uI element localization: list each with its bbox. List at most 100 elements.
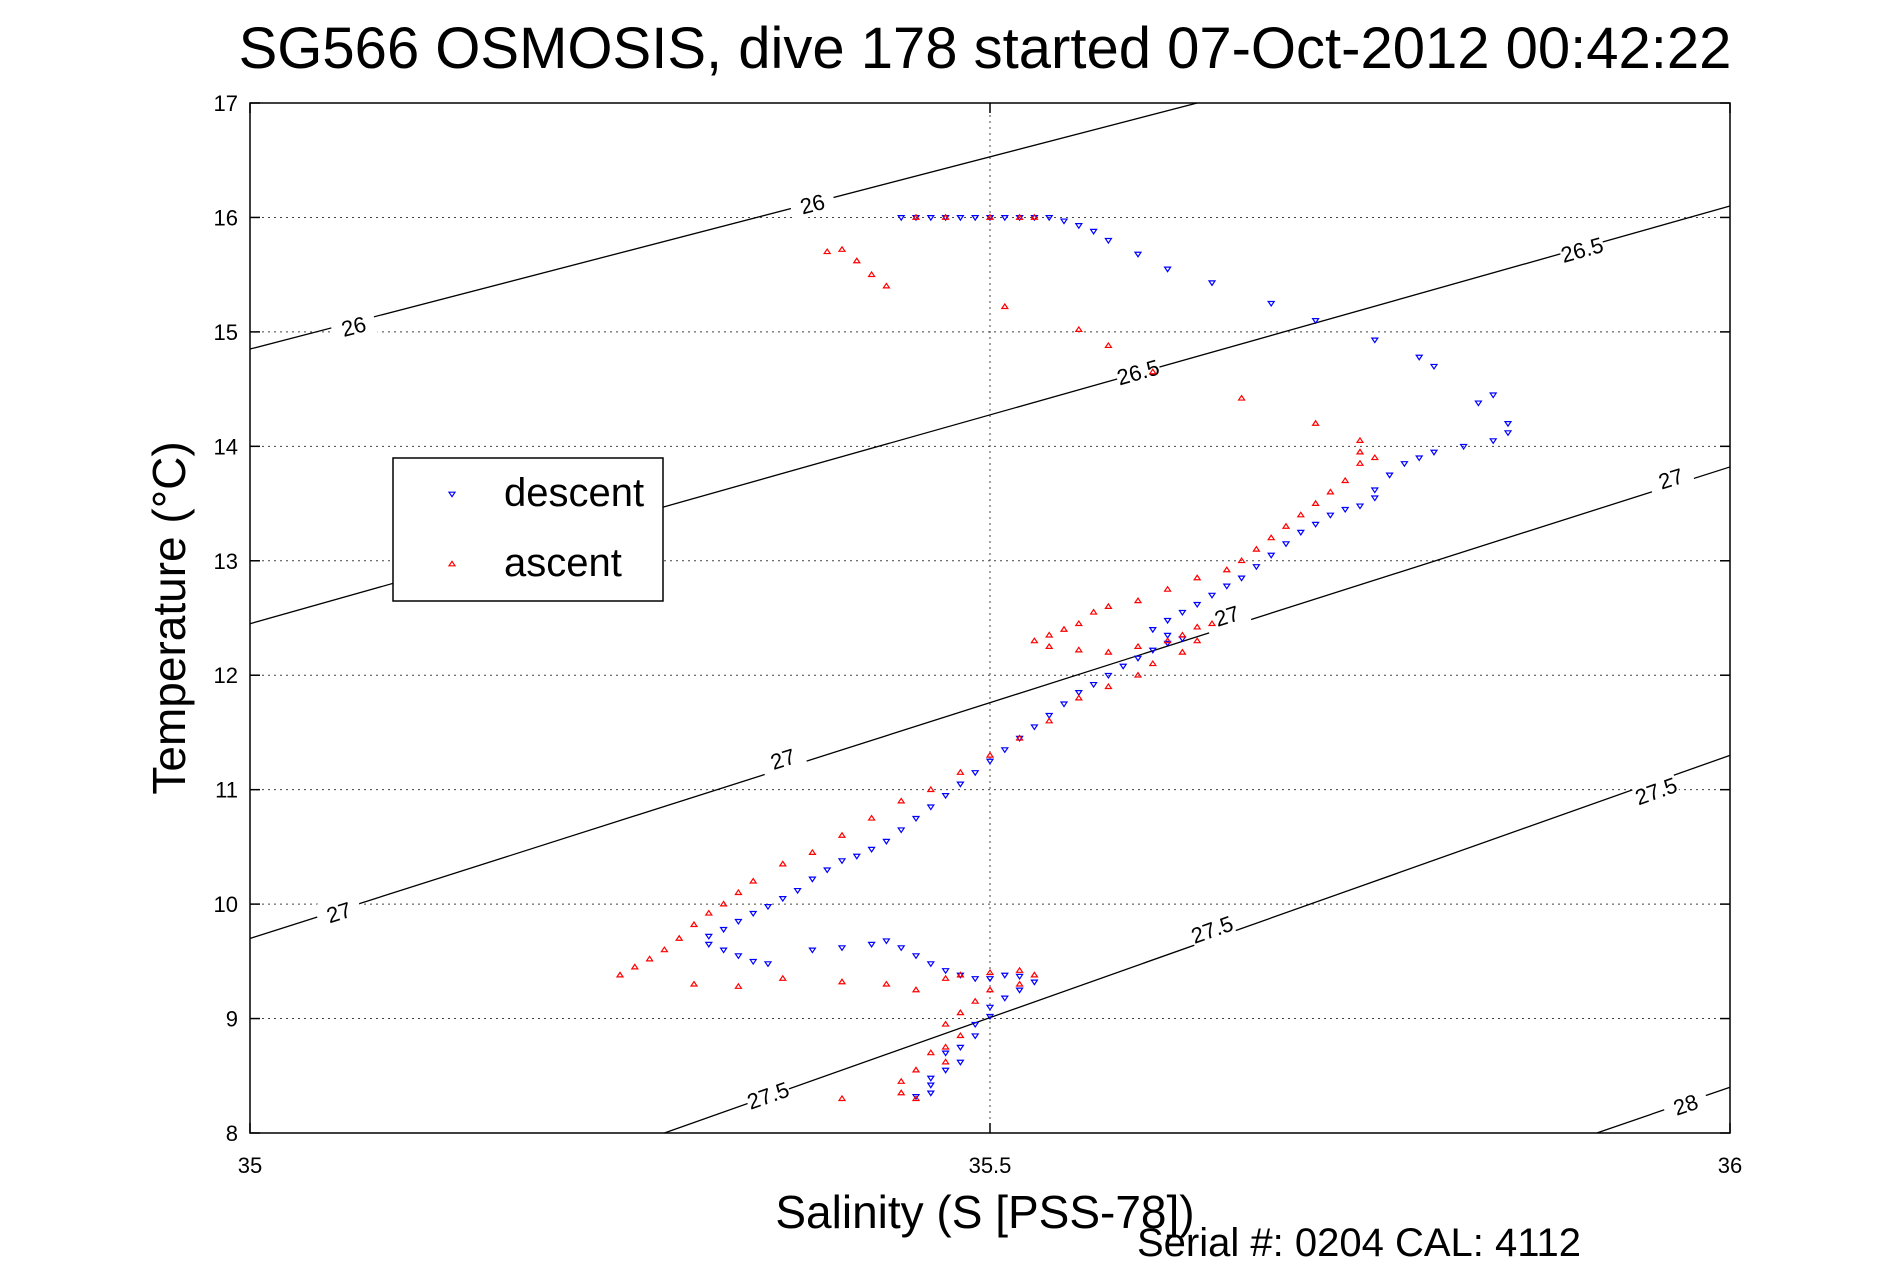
ascent-point xyxy=(1355,448,1365,455)
ascent-point xyxy=(1178,631,1187,638)
descent-point xyxy=(808,876,817,883)
footer-text: Serial #: 0204 CAL: 4112 xyxy=(1137,1221,1581,1262)
ascent-point xyxy=(956,768,965,775)
ascent-point xyxy=(985,968,995,976)
descent-point xyxy=(1015,973,1024,980)
ascent-point xyxy=(926,1049,935,1056)
ascent-point xyxy=(1015,966,1024,973)
ascent-point xyxy=(1193,623,1202,630)
ascent-point xyxy=(1074,646,1083,653)
contour-label-bg xyxy=(757,738,808,777)
ascent-point xyxy=(1281,522,1291,529)
y-tick-label: 10 xyxy=(214,892,238,917)
descent-point xyxy=(897,215,906,222)
descent-point xyxy=(1267,300,1276,308)
descent-point xyxy=(719,926,728,934)
descent-point xyxy=(719,947,728,954)
descent-point xyxy=(1207,592,1217,599)
descent-point xyxy=(911,953,921,960)
descent-point xyxy=(971,976,980,983)
descent-point xyxy=(956,215,965,222)
ascent-point xyxy=(1193,637,1202,644)
series-ascent xyxy=(615,213,1379,1102)
ascent-point xyxy=(778,974,787,981)
descent-point xyxy=(1148,647,1157,654)
contour-label-bg xyxy=(1645,458,1696,497)
descent-point xyxy=(911,1093,921,1101)
ascent-point xyxy=(778,860,787,867)
ascent-point xyxy=(1267,534,1276,541)
descent-point xyxy=(1000,747,1009,754)
descent-point xyxy=(1074,689,1083,697)
legend-label-ascent: ascent xyxy=(504,541,622,585)
descent-point xyxy=(1163,266,1172,273)
ascent-point xyxy=(1015,734,1024,741)
ascent-point xyxy=(911,1094,921,1102)
descent-point xyxy=(1045,712,1054,720)
descent-point xyxy=(1415,455,1424,462)
ascent-point xyxy=(985,751,995,758)
x-tick-label: 36 xyxy=(1718,1153,1742,1178)
descent-point xyxy=(1385,472,1394,479)
descent-point xyxy=(985,1004,995,1011)
ascent-point xyxy=(808,848,817,856)
y-tick-label: 16 xyxy=(214,205,238,230)
descent-point xyxy=(1163,640,1172,647)
data-series xyxy=(615,213,1513,1102)
descent-point xyxy=(1030,979,1039,986)
ascent-point xyxy=(1015,980,1024,987)
descent-point xyxy=(1370,487,1379,494)
descent-point xyxy=(985,976,995,983)
ascent-point xyxy=(1207,619,1217,627)
y-tick-label: 9 xyxy=(226,1007,238,1032)
ascent-point xyxy=(1000,302,1009,310)
ascent-point xyxy=(1089,608,1098,615)
ascent-point xyxy=(1252,545,1261,552)
ascent-point xyxy=(985,986,995,993)
ascent-point xyxy=(956,1031,965,1039)
descent-point xyxy=(1104,237,1113,245)
contour-label: 26 xyxy=(339,311,369,341)
ascent-point xyxy=(660,946,669,953)
x-tick-label: 35.5 xyxy=(969,1153,1012,1178)
ascent-point xyxy=(1311,419,1320,426)
ascent-point xyxy=(645,955,654,962)
descent-point xyxy=(1207,280,1217,287)
y-tick-label: 13 xyxy=(214,549,238,574)
descent-point xyxy=(867,846,876,853)
descent-point xyxy=(926,804,935,811)
ascent-point xyxy=(1296,511,1305,518)
descent-point xyxy=(1133,655,1143,662)
descent-point xyxy=(1045,215,1054,222)
ascent-point xyxy=(867,270,876,278)
descent-point xyxy=(1429,449,1439,456)
ascent-point xyxy=(1104,682,1113,690)
descent-point xyxy=(911,815,921,823)
contour-label-bg xyxy=(787,184,837,221)
descent-point xyxy=(763,961,773,968)
ascent-point xyxy=(1326,488,1335,495)
ascent-point xyxy=(1015,213,1024,220)
descent-point xyxy=(1163,617,1172,625)
descent-point xyxy=(1104,672,1113,680)
ascent-point xyxy=(1193,574,1202,581)
descent-point xyxy=(1489,392,1498,399)
chart-title: SG566 OSMOSIS, dive 178 started 07-Oct-2… xyxy=(239,16,1732,81)
legend-box xyxy=(392,457,664,602)
descent-point xyxy=(926,215,935,222)
contour-label-bg xyxy=(1113,352,1163,390)
descent-point xyxy=(1311,318,1320,325)
ascent-point xyxy=(956,971,965,978)
ascent-point xyxy=(837,245,847,252)
descent-point xyxy=(1119,663,1128,670)
descent-point xyxy=(1370,337,1379,344)
density-contour-27 xyxy=(249,466,1731,940)
contour-label: 26 xyxy=(798,189,828,219)
descent-point xyxy=(734,953,743,960)
ascent-point xyxy=(1148,659,1157,667)
descent-point xyxy=(1503,430,1513,437)
descent-point xyxy=(1474,400,1483,407)
